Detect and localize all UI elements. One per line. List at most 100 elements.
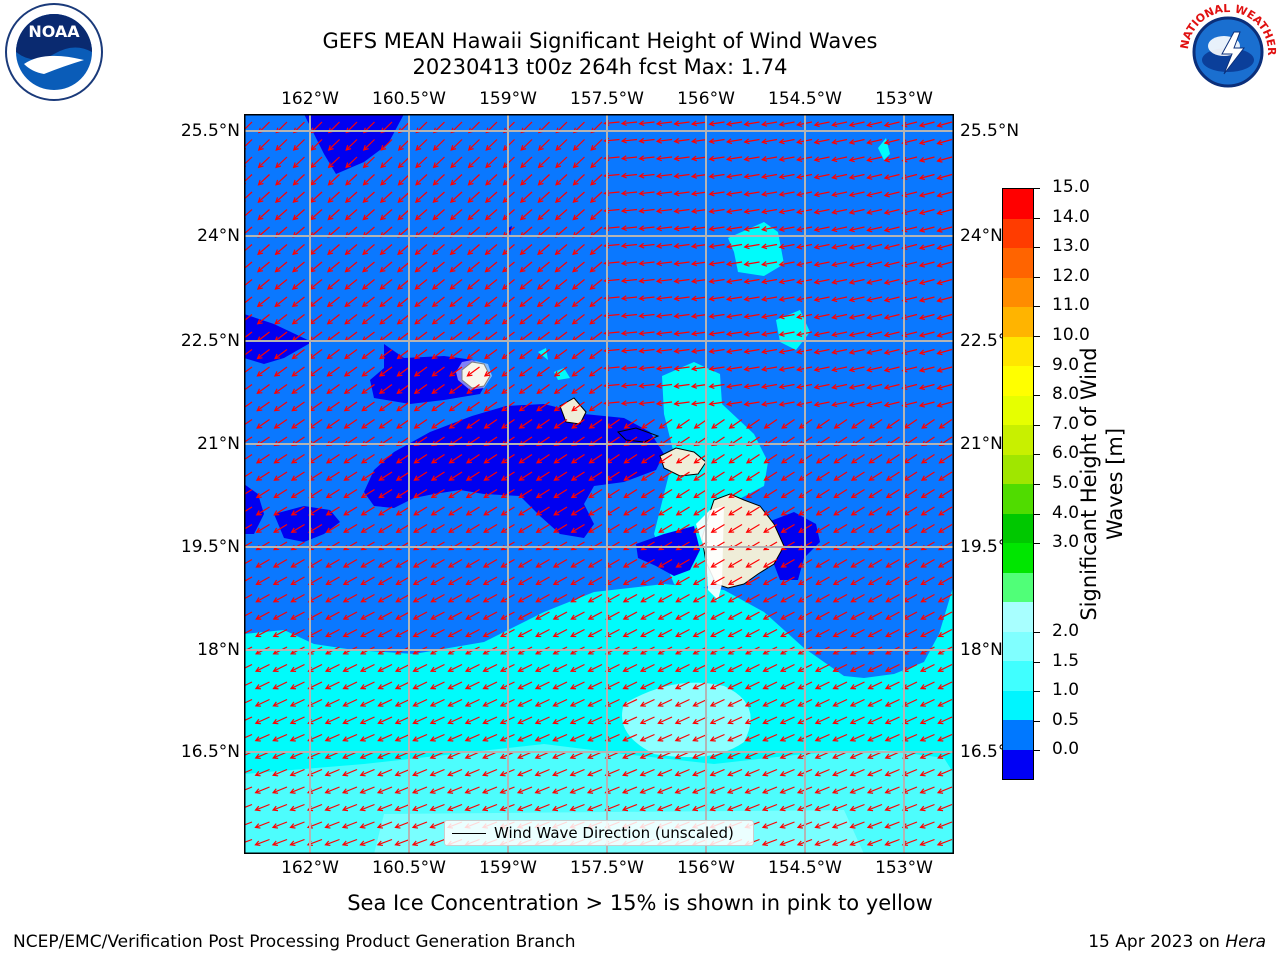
wave-direction-arrow [291, 541, 305, 551]
wave-direction-arrowhead [590, 144, 597, 151]
wave-direction-arrowhead [727, 684, 734, 690]
lat-tick-left: 19.5°N [180, 537, 240, 557]
wave-direction-arrow [815, 768, 830, 776]
wave-direction-arrow [816, 471, 830, 481]
wave-direction-arrowhead [324, 684, 332, 690]
wave-direction-arrowhead [622, 631, 629, 638]
wave-direction-arrowhead [798, 458, 805, 464]
wave-direction-arrowhead [537, 197, 544, 203]
wave-direction-arrow [274, 419, 288, 429]
wave-direction-arrowhead [936, 805, 944, 812]
wave-direction-arrow [309, 488, 323, 499]
wave-direction-arrowhead [883, 296, 890, 303]
wave-direction-arrow [711, 541, 725, 551]
wave-direction-arrow [709, 121, 725, 125]
wave-direction-arrowhead [780, 527, 787, 533]
wave-direction-arrow [850, 768, 865, 776]
wave-direction-arrow [710, 786, 725, 794]
wave-direction-arrowhead [292, 144, 299, 151]
wave-direction-arrow [674, 208, 690, 213]
wave-direction-arrowhead [832, 649, 839, 655]
wave-direction-arrow [378, 541, 393, 551]
wave-direction-arrowhead [394, 666, 402, 672]
wave-direction-arrow [378, 506, 393, 516]
wave-direction-arrow [398, 156, 410, 168]
wave-direction-arrow [310, 279, 323, 290]
wave-direction-arrow [414, 349, 428, 360]
wave-direction-arrow [727, 226, 743, 230]
wave-direction-arrow [483, 611, 498, 620]
wave-direction-arrowhead [361, 371, 368, 377]
wave-direction-arrowhead [744, 684, 752, 690]
colorbar-tick-mark [1034, 306, 1040, 308]
wave-direction-arrowhead [360, 492, 367, 499]
wave-direction-arrowhead [831, 173, 838, 180]
wave-direction-arrowhead [570, 597, 577, 603]
wave-direction-arrow [571, 401, 585, 412]
wave-direction-arrowhead [885, 614, 892, 620]
footer-credit: NCEP/EMC/Verification Post Processing Pr… [13, 932, 576, 952]
wave-direction-arrowhead [693, 475, 700, 481]
wave-direction-arrowhead [397, 249, 404, 256]
wave-direction-arrow [430, 681, 445, 690]
wave-direction-arrowhead [432, 197, 439, 203]
wave-direction-arrowhead [377, 718, 384, 725]
wave-direction-arrow [274, 401, 288, 412]
wave-direction-arrow [692, 261, 708, 265]
wave-direction-arrow [815, 803, 830, 811]
wave-direction-arrowhead [866, 244, 873, 250]
wave-direction-arrowhead [640, 527, 647, 533]
wave-direction-arrow [868, 681, 883, 690]
wave-direction-arrow [938, 663, 953, 672]
wave-direction-arrowhead [708, 313, 715, 320]
wave-direction-arrow [379, 453, 393, 464]
wave-direction-arrowhead [361, 405, 368, 412]
wave-direction-arrow [779, 226, 795, 231]
wave-direction-arrow [290, 768, 305, 776]
wave-direction-arrowhead [447, 597, 454, 603]
wave-direction-arrowhead [500, 475, 507, 481]
wave-direction-arrowhead [395, 597, 402, 603]
wave-direction-arrowhead [690, 383, 698, 389]
wave-band-2m [622, 682, 751, 758]
wave-direction-arrowhead [919, 666, 927, 672]
wave-direction-arrowhead [918, 279, 926, 286]
wave-direction-arrowhead [255, 562, 262, 568]
wave-direction-arrowhead [673, 295, 680, 302]
wave-direction-arrow [430, 611, 445, 620]
wave-direction-arrow [342, 821, 358, 828]
wave-direction-arrowhead [588, 458, 595, 464]
wave-direction-arrowhead [324, 666, 332, 672]
wave-direction-arrowhead [692, 597, 699, 603]
colorbar [1002, 188, 1034, 780]
wave-direction-arrow [431, 384, 445, 394]
wave-direction-arrowhead [866, 349, 873, 355]
wave-direction-arrowhead [851, 440, 858, 447]
noaa-logo-text: NOAA [28, 22, 80, 41]
wave-direction-arrowhead [780, 510, 787, 516]
wave-direction-arrowhead [536, 284, 543, 290]
wave-direction-arrow [553, 593, 568, 603]
wave-direction-arrowhead [414, 284, 421, 290]
wave-direction-arrowhead [397, 179, 404, 186]
wave-direction-arrow [832, 121, 848, 126]
wave-direction-arrow [746, 541, 760, 551]
wave-direction-arrowhead [638, 207, 645, 214]
wave-direction-arrow [727, 348, 743, 353]
wave-direction-arrowhead [850, 649, 857, 655]
wave-direction-arrow [692, 138, 708, 143]
wave-direction-arrow [343, 523, 358, 533]
wave-direction-arrow [431, 419, 445, 429]
wave-direction-arrowhead [589, 301, 596, 308]
wave-direction-arrowhead [937, 753, 944, 760]
wave-direction-arrowhead [535, 527, 542, 533]
wave-direction-arrowhead [257, 162, 264, 169]
wave-direction-arrowhead [326, 353, 333, 360]
wave-direction-arrow [919, 156, 935, 162]
wave-direction-arrowhead [849, 753, 856, 760]
wave-direction-arrowhead [467, 144, 474, 151]
wave-direction-arrowhead [447, 562, 455, 568]
wave-direction-arrowhead [449, 353, 456, 360]
wave-direction-arrow [309, 314, 323, 325]
wave-direction-arrowhead [692, 753, 699, 760]
